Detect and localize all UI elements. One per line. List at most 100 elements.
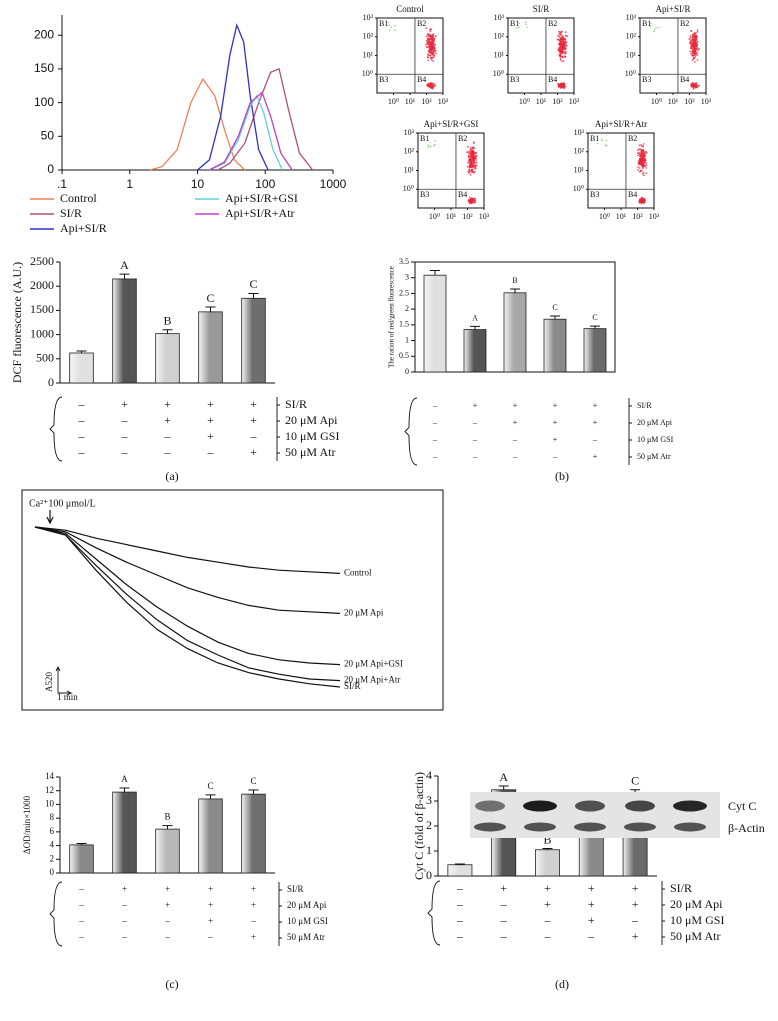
- plot-title: Control: [396, 4, 424, 14]
- event-dot: [470, 155, 473, 158]
- treatment-sign: –: [78, 916, 84, 926]
- event-dot: [637, 169, 639, 171]
- event-dot: [691, 35, 694, 37]
- event-dot: [469, 170, 471, 173]
- bar: [198, 798, 223, 874]
- event-dot: [425, 27, 428, 29]
- blot-band: [674, 822, 706, 832]
- treatment-label: 20 μM Api: [285, 413, 338, 427]
- y-tick-label: 1500: [30, 302, 54, 316]
- event-dot: [469, 153, 471, 156]
- treatment-sign: +: [632, 929, 639, 943]
- event-dot: [696, 46, 699, 49]
- event-dot: [432, 49, 435, 52]
- event-dot: [466, 151, 468, 154]
- event-dot: [434, 140, 437, 142]
- treatment-sign: +: [250, 397, 257, 411]
- x-tick-label: 10²: [462, 212, 473, 221]
- event-dot: [430, 59, 433, 61]
- event-dot: [474, 167, 477, 170]
- treatment-label: SI/R: [287, 884, 304, 894]
- event-dot: [565, 47, 567, 50]
- event-dot: [642, 148, 645, 151]
- event-dot: [642, 166, 645, 169]
- event-dot: [561, 43, 564, 45]
- event-dot: [433, 144, 435, 147]
- event-dot: [689, 35, 692, 37]
- significance-letter: C: [592, 313, 597, 322]
- y-tick-label: 10⁰: [625, 69, 636, 78]
- event-dot: [427, 83, 430, 86]
- treatment-label: 50 μM Atr: [637, 452, 671, 461]
- event-dot: [643, 174, 645, 177]
- event-dot: [472, 155, 475, 158]
- event-dot: [426, 37, 429, 40]
- table-bracket: [49, 881, 63, 947]
- event-dot: [600, 138, 603, 140]
- treatment-sign: +: [544, 881, 551, 895]
- event-dot: [468, 162, 471, 165]
- trace-line: [34, 526, 341, 682]
- treatment-sign: –: [121, 429, 129, 443]
- treatment-sign: +: [208, 916, 213, 926]
- table-bracket: [427, 880, 441, 946]
- event-dot: [695, 34, 698, 37]
- quadrant-label: B3: [420, 190, 429, 199]
- quadrant-label: B1: [510, 19, 519, 28]
- legend-label: Control: [60, 191, 97, 205]
- y-tick-label: 10¹: [404, 165, 415, 174]
- error-bar: [76, 843, 87, 845]
- treatment-sign: –: [121, 916, 127, 926]
- event-dot: [432, 85, 435, 88]
- event-dot: [691, 47, 694, 50]
- event-dot: [658, 26, 660, 29]
- event-dot: [564, 55, 566, 57]
- event-cloud: [515, 21, 569, 89]
- event-dot: [566, 35, 569, 38]
- event-dot: [640, 158, 643, 161]
- event-dot: [473, 157, 476, 160]
- event-dot: [471, 201, 474, 203]
- event-dot: [560, 37, 562, 40]
- event-dot: [641, 197, 644, 200]
- treatment-sign: +: [121, 397, 128, 411]
- treatment-sign: +: [544, 897, 551, 911]
- bar: [69, 844, 94, 874]
- event-dot: [562, 46, 564, 49]
- event-dot: [693, 61, 696, 63]
- event-dot: [564, 85, 567, 88]
- histogram-line: [197, 22, 269, 171]
- event-dot: [690, 52, 693, 55]
- error-bar: [550, 315, 560, 320]
- blot-band: [523, 800, 557, 812]
- y-tick-label: 2500: [30, 254, 54, 268]
- y-tick-label: 10¹: [363, 50, 374, 59]
- event-dot: [637, 149, 639, 152]
- trace-line: [34, 526, 341, 614]
- event-dot: [558, 30, 560, 33]
- error-bar: [510, 288, 520, 293]
- treatment-sign: –: [500, 929, 508, 943]
- significance-letter: C: [250, 776, 256, 786]
- event-dot: [468, 156, 470, 159]
- event-dot: [597, 142, 599, 145]
- quadrant-label: B3: [379, 75, 388, 84]
- bar: [423, 274, 447, 373]
- event-dot: [645, 172, 648, 175]
- event-dot: [468, 152, 470, 154]
- event-dot: [468, 150, 471, 153]
- event-dot: [471, 198, 473, 201]
- y-tick-label: 1.5: [399, 320, 409, 329]
- event-dot: [565, 44, 568, 47]
- y-tick-label: 500: [36, 351, 54, 365]
- event-dot: [558, 33, 561, 35]
- y-tick-label: 10²: [574, 147, 585, 156]
- event-dot: [642, 171, 645, 174]
- scale-label: 1 min: [57, 692, 78, 702]
- treatment-label: 10 μM GSI: [637, 435, 674, 444]
- treatment-sign: +: [251, 900, 256, 910]
- event-dot: [558, 49, 561, 52]
- event-dot: [434, 35, 437, 38]
- event-dot: [473, 164, 475, 167]
- y-tick-label: 10¹: [574, 165, 585, 174]
